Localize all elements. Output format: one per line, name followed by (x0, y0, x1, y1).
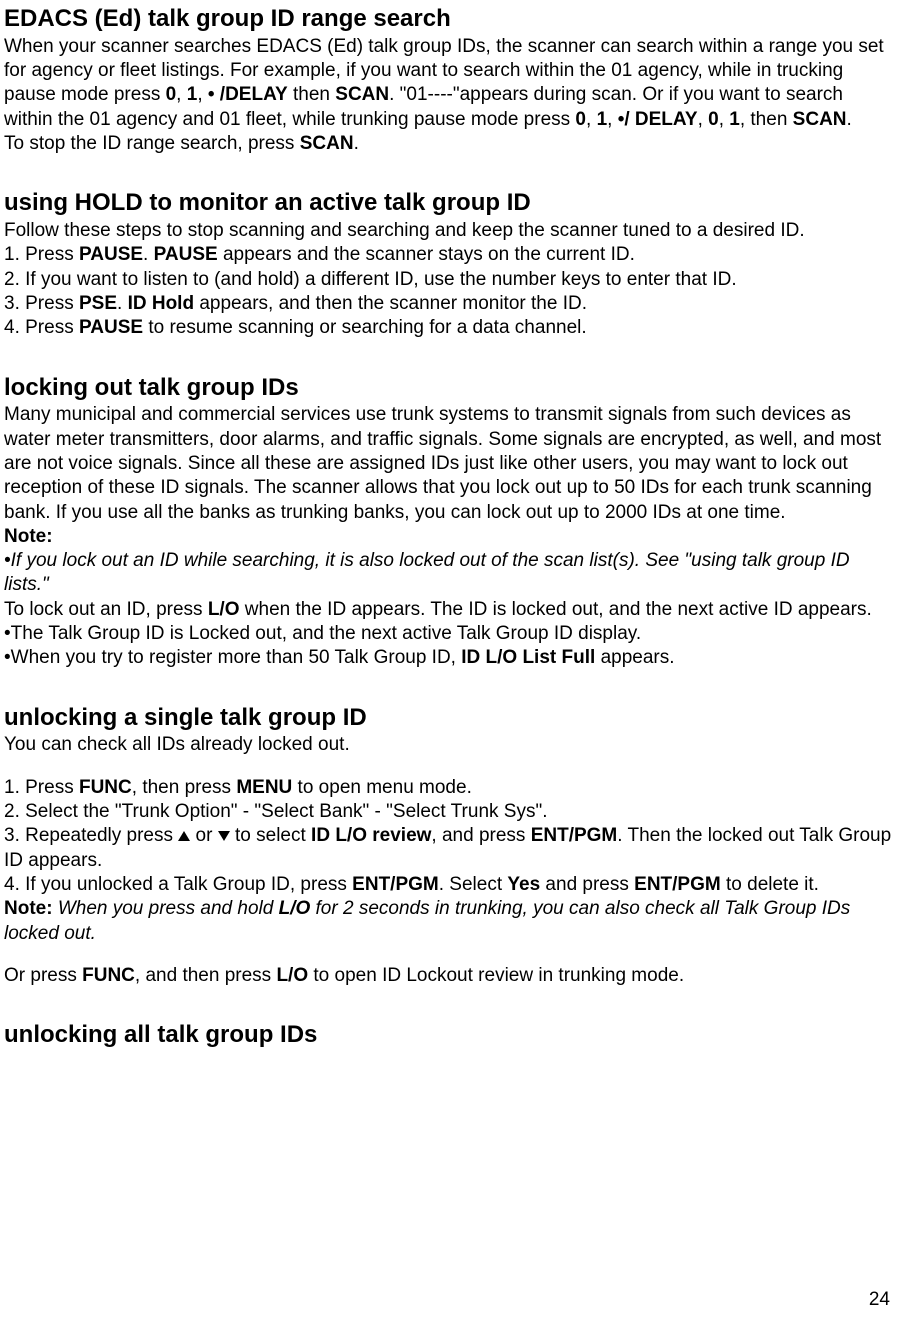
text: . (847, 109, 852, 130)
paragraph: To stop the ID range search, press SCAN. (4, 132, 892, 156)
text: Or press (4, 965, 82, 986)
note-label: Note: (4, 525, 892, 549)
note-text: When you press and hold L/O for 2 second… (4, 898, 850, 943)
paragraph: You can check all IDs already locked out… (4, 733, 892, 757)
text: appears. (595, 647, 674, 668)
heading-unlocking-all: unlocking all talk group IDs (4, 1020, 892, 1051)
text: to select (230, 825, 311, 846)
key-id-hold: ID Hold (128, 293, 195, 314)
triangle-up-icon (178, 831, 190, 841)
text: then (288, 84, 336, 105)
key-menu: MENU (236, 777, 292, 798)
key-scan: SCAN (793, 109, 847, 130)
text: . (117, 293, 128, 314)
key-1: 1 (187, 84, 198, 105)
key-func: FUNC (82, 965, 135, 986)
key-1: 1 (597, 109, 608, 130)
key-0: 0 (166, 84, 177, 105)
text: , (607, 109, 618, 130)
text: 3. Press (4, 293, 79, 314)
text: , and then press (135, 965, 277, 986)
key-yes: Yes (507, 874, 540, 895)
key-delay: • /DELAY (208, 84, 288, 105)
text: To stop the ID range search, press (4, 133, 300, 154)
paragraph: When your scanner searches EDACS (Ed) ta… (4, 35, 892, 132)
paragraph: To lock out an ID, press L/O when the ID… (4, 598, 892, 622)
list-item: 4. Press PAUSE to resume scanning or sea… (4, 316, 892, 340)
text: 4. If you unlocked a Talk Group ID, pres… (4, 874, 352, 895)
key-pause: PAUSE (79, 317, 143, 338)
text: 3. Repeatedly press (4, 825, 178, 846)
text: to resume scanning or searching for a da… (143, 317, 587, 338)
text: and press (540, 874, 634, 895)
key-0: 0 (575, 109, 586, 130)
list-item: 1. Press PAUSE. PAUSE appears and the sc… (4, 243, 892, 267)
text: to open ID Lockout review in trunking mo… (308, 965, 684, 986)
text: , then (740, 109, 793, 130)
text: , (176, 84, 187, 105)
text: To lock out an ID, press (4, 599, 208, 620)
key-lo: L/O (279, 898, 311, 919)
text: when the ID appears. The ID is locked ou… (240, 599, 872, 620)
text: •When you try to register more than 50 T… (4, 647, 461, 668)
key-ent-pgm: ENT/PGM (531, 825, 618, 846)
key-0: 0 (708, 109, 719, 130)
bullet-text: •The Talk Group ID is Locked out, and th… (4, 622, 892, 646)
key-func: FUNC (79, 777, 132, 798)
text: When you press and hold (58, 898, 279, 919)
heading-using-hold: using HOLD to monitor an active talk gro… (4, 188, 892, 219)
text: , (698, 109, 709, 130)
text: , (586, 109, 597, 130)
key-pse: PSE (79, 293, 117, 314)
document-page: EDACS (Ed) talk group ID range search Wh… (0, 0, 898, 1071)
key-pause: PAUSE (154, 244, 218, 265)
text: . Select (439, 874, 508, 895)
key-id-lo-review: ID L/O review (311, 825, 431, 846)
text: , then press (132, 777, 237, 798)
list-item: 1. Press FUNC, then press MENU to open m… (4, 776, 892, 800)
text: , and press (431, 825, 530, 846)
paragraph: Many municipal and commercial services u… (4, 403, 892, 525)
list-item: 2. If you want to listen to (and hold) a… (4, 268, 892, 292)
note-label: Note: (4, 898, 58, 919)
page-number: 24 (869, 1288, 890, 1312)
key-id-lo-list-full: ID L/O List Full (461, 647, 595, 668)
key-lo: L/O (208, 599, 240, 620)
bullet-text: •When you try to register more than 50 T… (4, 646, 892, 670)
text: 1. Press (4, 777, 79, 798)
text: 1. Press (4, 244, 79, 265)
note-text: •If you lock out an ID while searching, … (4, 549, 892, 598)
text: or (190, 825, 217, 846)
list-item: 3. Repeatedly press or to select ID L/O … (4, 824, 892, 873)
list-item: 3. Press PSE. ID Hold appears, and then … (4, 292, 892, 316)
text: . (143, 244, 154, 265)
key-scan: SCAN (300, 133, 354, 154)
key-ent-pgm: ENT/PGM (634, 874, 721, 895)
text: appears, and then the scanner monitor th… (194, 293, 587, 314)
text: appears and the scanner stays on the cur… (218, 244, 635, 265)
text: 4. Press (4, 317, 79, 338)
heading-edacs-search: EDACS (Ed) talk group ID range search (4, 4, 892, 35)
note-line: Note: When you press and hold L/O for 2 … (4, 897, 892, 946)
text: to open menu mode. (292, 777, 472, 798)
key-pause: PAUSE (79, 244, 143, 265)
list-item: 4. If you unlocked a Talk Group ID, pres… (4, 873, 892, 897)
text: , (197, 84, 208, 105)
paragraph: Follow these steps to stop scanning and … (4, 219, 892, 243)
paragraph: Or press FUNC, and then press L/O to ope… (4, 964, 892, 988)
list-item: 2. Select the "Trunk Option" - "Select B… (4, 800, 892, 824)
text: , (719, 109, 730, 130)
triangle-down-icon (218, 831, 230, 841)
key-lo: L/O (276, 965, 308, 986)
heading-locking-out: locking out talk group IDs (4, 373, 892, 404)
heading-unlocking-single: unlocking a single talk group ID (4, 703, 892, 734)
key-ent-pgm: ENT/PGM (352, 874, 439, 895)
text: . (354, 133, 359, 154)
key-1: 1 (729, 109, 740, 130)
text: to delete it. (721, 874, 819, 895)
key-scan: SCAN (335, 84, 389, 105)
key-delay: •/ DELAY (618, 109, 698, 130)
